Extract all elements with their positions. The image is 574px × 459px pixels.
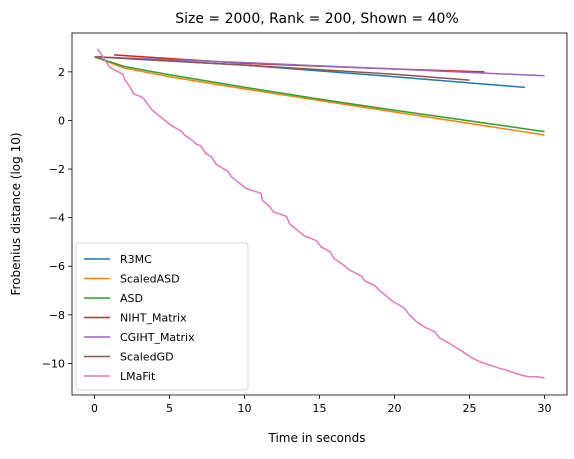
- x-tick-label: 5: [166, 402, 173, 415]
- legend-label: ScaledASD: [120, 273, 180, 286]
- y-tick-label: 2: [58, 66, 65, 79]
- x-axis-label: Time in seconds: [268, 431, 366, 445]
- legend-label: LMaFit: [120, 370, 156, 383]
- y-tick-label: −4: [49, 212, 65, 225]
- x-tick-label: 20: [388, 402, 402, 415]
- x-tick-label: 15: [313, 402, 327, 415]
- x-tick-label: 25: [463, 402, 477, 415]
- x-tick-label: 0: [91, 402, 98, 415]
- legend-label: NIHT_Matrix: [120, 312, 187, 325]
- y-tick-label: −8: [49, 309, 65, 322]
- legend-label: ScaledGD: [120, 351, 174, 364]
- y-axis-label: Frobenius distance (log 10): [9, 132, 23, 295]
- y-tick-label: 0: [58, 114, 65, 127]
- legend-label: R3MC: [120, 253, 152, 266]
- x-tick-label: 10: [238, 402, 252, 415]
- legend: R3MC ScaledASD ASD NIHT_Matrix CGIHT_Matrix S…: [76, 243, 248, 390]
- chart-title: Size = 2000, Rank = 200, Shown = 40%: [175, 11, 459, 27]
- x-tick-label: 30: [538, 402, 552, 415]
- y-tick-label: −6: [49, 260, 65, 273]
- y-tick-label: −2: [49, 163, 65, 176]
- legend-label: ASD: [120, 292, 143, 305]
- legend-label: CGIHT_Matrix: [120, 331, 195, 344]
- y-tick-label: −10: [42, 357, 65, 370]
